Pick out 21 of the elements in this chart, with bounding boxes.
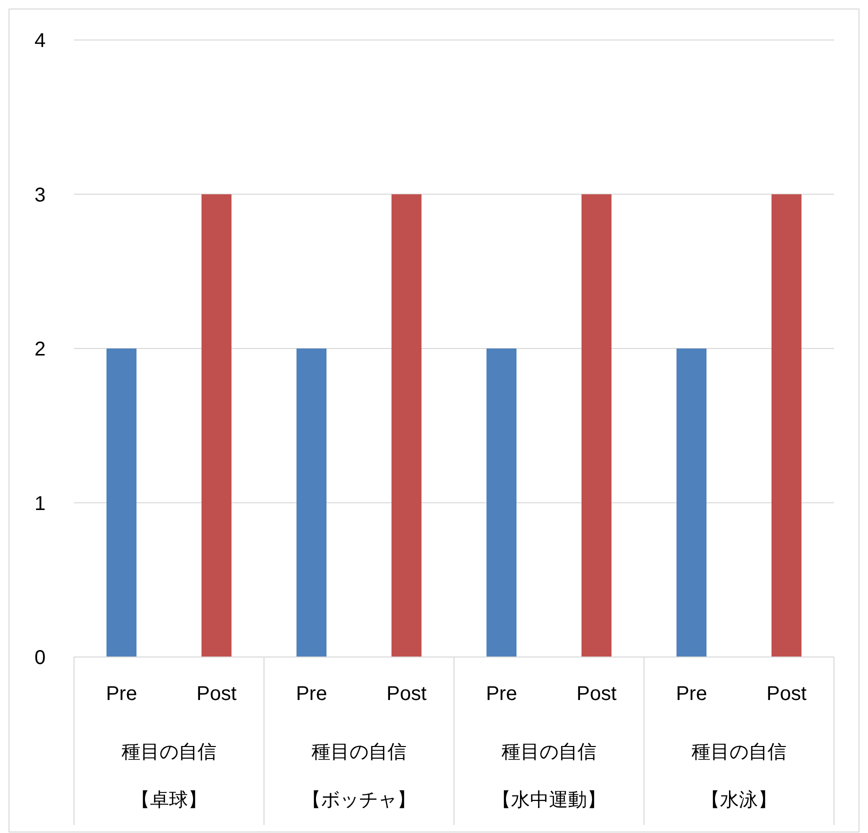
x-tick-label: Post: [766, 683, 807, 705]
x-tick-label: Pre: [676, 683, 708, 705]
text: 種目の自信: [312, 742, 406, 763]
text: 【水泳】: [701, 789, 777, 811]
x-tick-label: Pre: [106, 683, 138, 705]
y-tick-label: 3: [34, 184, 46, 206]
text: 【卓球】: [131, 790, 207, 811]
text: 種目の自信: [692, 742, 786, 763]
text: 【ボッチャ】: [302, 790, 416, 811]
x-tick-label: Post: [196, 683, 237, 705]
y-tick-label: 1: [34, 492, 46, 515]
text: 種目の自信: [122, 742, 216, 763]
x-tick-label: Pre: [486, 683, 518, 705]
x-tick-label: Pre: [296, 683, 328, 705]
text: 種目の自信: [502, 742, 596, 763]
y-tick-label: 4: [34, 30, 46, 52]
y-tick-label: 0: [34, 647, 46, 669]
y-tick-label: 2: [34, 338, 46, 360]
x-tick-label: Post: [576, 683, 617, 705]
text: 【水中運動】: [492, 790, 606, 811]
x-tick-label: Post: [386, 683, 427, 705]
